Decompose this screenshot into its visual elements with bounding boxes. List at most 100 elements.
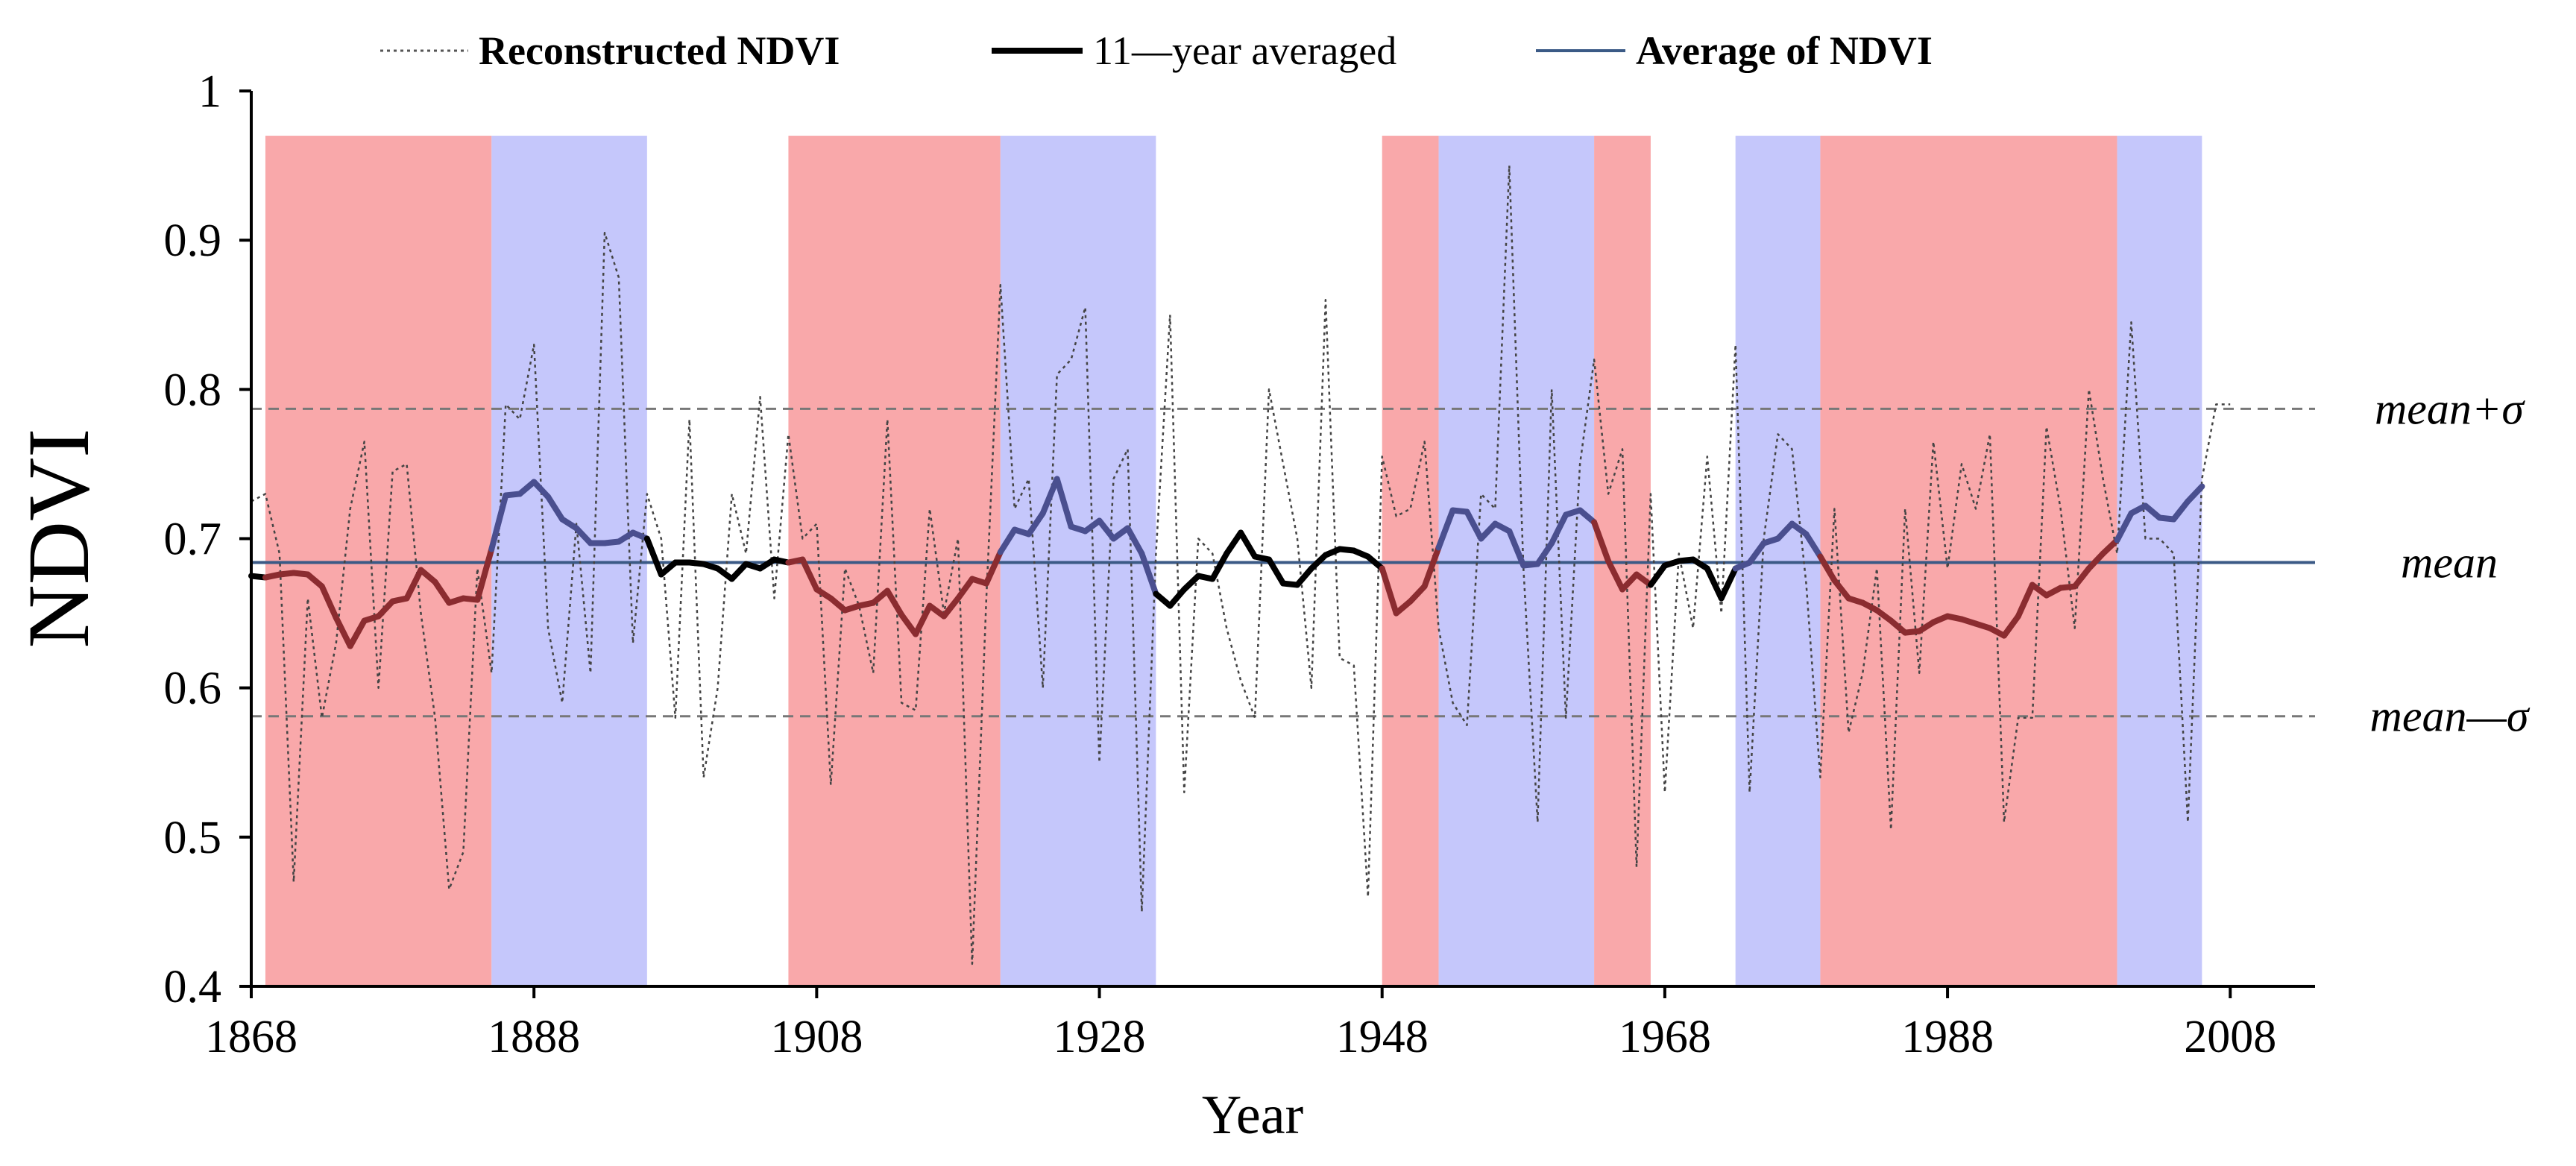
averaged-segment xyxy=(304,571,325,590)
y-ticks-group: 0.4 0.5 0.6 0.7 0.8 0.9 1 xyxy=(164,66,251,1012)
x-tick-label: 1908 xyxy=(770,1012,863,1062)
averaged-segment xyxy=(1478,520,1499,542)
y-tick-label: 0.7 xyxy=(164,514,222,565)
x-tick-label: 1968 xyxy=(1619,1012,1711,1062)
averaged-segment xyxy=(2170,498,2191,523)
averaged-segment xyxy=(1506,528,1527,569)
averaged-segment xyxy=(828,595,848,614)
averaged-segment xyxy=(1224,529,1244,557)
x-tick-label: 1988 xyxy=(1901,1012,1994,1062)
averaged-segment xyxy=(1888,617,1909,636)
reference-labels-group: mean+σ mean mean—σ xyxy=(2370,384,2531,740)
averaged-segment xyxy=(658,559,678,578)
period-shading-group xyxy=(265,136,2202,986)
averaged-segment xyxy=(347,617,368,649)
averaged-segment xyxy=(1393,598,1414,617)
reference-lines-group xyxy=(251,407,2315,718)
averaged-segment xyxy=(898,611,919,637)
averaged-segment xyxy=(1619,571,1640,593)
mean+sigma-label: mean+σ xyxy=(2375,384,2525,433)
legend-label: 11—year averaged xyxy=(1093,28,1396,73)
averaged-segment xyxy=(1139,550,1159,597)
period-band-wet xyxy=(2117,136,2202,986)
y-tick-label: 1 xyxy=(198,66,221,117)
period-band-wet xyxy=(491,136,647,986)
averaged-segment xyxy=(1746,540,1767,566)
averaged-segment xyxy=(728,561,749,582)
averaged-segment xyxy=(1549,511,1569,546)
x-tick-label: 2008 xyxy=(2184,1012,2276,1062)
averaged-segment xyxy=(488,492,509,552)
averaged-segment xyxy=(2085,550,2106,572)
averaged-segment xyxy=(940,595,961,620)
period-band-dry xyxy=(1820,136,2117,986)
averaged-segment xyxy=(1534,540,1555,567)
averaged-segment xyxy=(1364,553,1385,572)
averaged-segment xyxy=(884,587,905,618)
averaged-segment xyxy=(1464,508,1484,542)
period-band-wet xyxy=(1000,136,1156,986)
y-tick-label: 0.8 xyxy=(164,365,222,415)
averaged-segment xyxy=(1181,573,1202,593)
averaged-segment xyxy=(1774,520,1795,542)
averaged-segment xyxy=(1435,507,1456,551)
period-band-wet xyxy=(1438,136,1595,986)
averaged-segment xyxy=(1379,565,1399,617)
averaged-segment xyxy=(1421,544,1442,590)
averaged-segment xyxy=(870,587,891,606)
averaged-segment xyxy=(1209,550,1230,582)
averaged-segment xyxy=(1308,552,1329,572)
mean-label: mean xyxy=(2401,538,2498,587)
y-tick-label: 0.5 xyxy=(164,813,222,863)
averaged-segment xyxy=(1294,565,1314,588)
averaged-segment xyxy=(1167,586,1188,609)
averaged-segment xyxy=(1407,583,1428,605)
averaged-segment xyxy=(1817,553,1838,584)
averaged-segment xyxy=(418,567,438,585)
x-tick-label: 1948 xyxy=(1336,1012,1429,1062)
averaged-segment xyxy=(1054,476,1074,530)
averaged-segment xyxy=(1266,556,1286,587)
averaged-segment xyxy=(1124,525,1145,557)
averaged-segment xyxy=(1039,476,1060,517)
averaged-segment xyxy=(1605,558,1626,593)
averaged-segment xyxy=(983,549,1004,587)
averaged-segment xyxy=(1704,565,1725,602)
averaged-segment xyxy=(1153,590,1174,609)
averaged-segment xyxy=(1096,517,1117,542)
averaged-segment xyxy=(403,567,424,602)
averaged-segment xyxy=(2142,502,2163,521)
averaged-segment xyxy=(2015,582,2035,620)
x-tick-label: 1928 xyxy=(1054,1012,1146,1062)
averaged-segment xyxy=(1591,519,1612,564)
y-tick-label: 0.4 xyxy=(164,962,222,1012)
averaged-segment xyxy=(318,583,339,621)
period-band-dry xyxy=(265,136,492,986)
averaged-segment xyxy=(997,526,1018,555)
period-band-dry xyxy=(1594,136,1651,986)
averaged-segment xyxy=(531,479,552,500)
y-axis-title: NDVI xyxy=(10,429,107,649)
legend-label: Average of NDVI xyxy=(1636,28,1933,73)
x-ticks-group: 1868 1888 1908 1928 1948 1968 1988 2008 xyxy=(205,986,2276,1062)
averaged-segment xyxy=(2185,483,2205,505)
averaged-segment xyxy=(643,535,664,578)
averaged-segment xyxy=(573,525,594,546)
legend-label: Reconstructed NDVI xyxy=(479,28,840,73)
averaged-segment xyxy=(2100,537,2120,557)
averaged-segment xyxy=(545,494,566,523)
averaged-segment xyxy=(474,546,495,603)
legend: Reconstructed NDVI 11—year averaged Averag… xyxy=(380,28,1933,73)
averaged-segment xyxy=(432,579,453,606)
x-tick-label: 1888 xyxy=(488,1012,580,1062)
x-tick-label: 1868 xyxy=(205,1012,297,1062)
period-band-dry xyxy=(1382,136,1439,986)
averaged-segment xyxy=(375,598,396,620)
averaged-ndvi-series xyxy=(248,476,2205,649)
y-tick-label: 0.6 xyxy=(164,664,222,714)
averaged-segment xyxy=(333,614,353,649)
averaged-segment xyxy=(1647,562,1668,588)
mean-sigma-label: mean—σ xyxy=(2370,692,2531,741)
averaged-segment xyxy=(913,602,933,637)
